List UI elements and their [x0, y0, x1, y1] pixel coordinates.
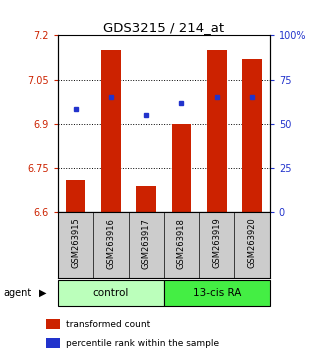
Text: GSM263917: GSM263917 [142, 218, 151, 269]
Bar [164, 280, 270, 306]
Bar [46, 338, 60, 348]
Text: percentile rank within the sample: percentile rank within the sample [66, 339, 219, 348]
Text: ▶: ▶ [39, 288, 47, 298]
Text: control: control [93, 288, 129, 298]
Text: 13-cis RA: 13-cis RA [193, 288, 241, 298]
Text: transformed count: transformed count [66, 320, 150, 329]
Bar [136, 186, 156, 212]
Text: GSM263915: GSM263915 [71, 218, 80, 268]
Text: GSM263919: GSM263919 [212, 218, 221, 268]
Bar [207, 50, 226, 212]
Title: GDS3215 / 214_at: GDS3215 / 214_at [103, 21, 224, 34]
Bar [101, 50, 120, 212]
Bar [66, 180, 85, 212]
Text: GSM263916: GSM263916 [106, 218, 116, 269]
Bar [172, 124, 191, 212]
Text: agent: agent [3, 288, 31, 298]
Bar [58, 280, 164, 306]
Text: GSM263920: GSM263920 [248, 218, 257, 268]
Bar [242, 59, 262, 212]
Bar [46, 319, 60, 329]
Text: GSM263918: GSM263918 [177, 218, 186, 269]
